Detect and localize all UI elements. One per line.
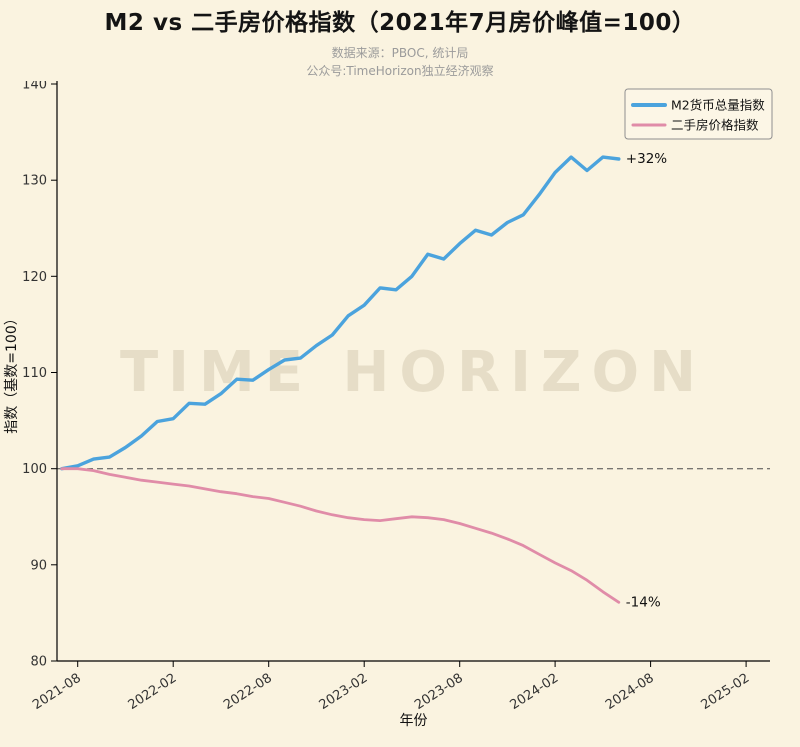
x-tick-label: 2022-08: [221, 671, 275, 713]
y-axis-title: 指数（基数=100）: [3, 311, 20, 433]
chart-subtitle: 数据来源：PBOC, 统计局 公众号:TimeHorizon独立经济观察: [0, 44, 800, 81]
chart-header: M2 vs 二手房价格指数（2021年7月房价峰值=100） 数据来源：PBOC…: [0, 0, 800, 81]
line-chart: TIME HORIZON 80 90 100 110 120 130 140 2021-08 20…: [3, 80, 773, 729]
x-tick-label: 2024-02: [508, 671, 562, 713]
x-tick-label: 2024-08: [603, 671, 657, 713]
x-tick-label: 2021-08: [30, 671, 84, 713]
subtitle-account: 公众号:TimeHorizon独立经济观察: [306, 64, 494, 79]
subtitle-source: 数据来源：PBOC, 统计局: [331, 45, 469, 60]
x-axis-title: 年份: [400, 713, 428, 729]
y-tick-label: 140: [22, 81, 47, 93]
house-price-end-annotation: -14%: [626, 594, 661, 610]
watermark-text: TIME HORIZON: [120, 340, 706, 405]
x-tick-label: 2023-02: [317, 671, 371, 713]
house-price-series-line: [60, 467, 621, 604]
m2-series-line: [60, 155, 621, 471]
legend-label: M2货币总量指数: [671, 97, 765, 112]
x-tick-label: 2023-08: [412, 671, 466, 713]
y-tick-label: 110: [22, 366, 47, 381]
y-tick-label: 80: [30, 654, 47, 669]
x-tick-label: 2022-02: [126, 671, 180, 713]
y-tick-label: 120: [22, 270, 47, 285]
x-tick-label: 2025-02: [699, 671, 753, 713]
y-tick-label: 100: [22, 462, 47, 477]
y-tick-label: 90: [30, 558, 47, 573]
y-tick-label: 130: [22, 173, 47, 188]
m2-end-annotation: +32%: [626, 151, 667, 167]
chart-title: M2 vs 二手房价格指数（2021年7月房价峰值=100）: [104, 10, 696, 36]
legend-label: 二手房价格指数: [671, 117, 759, 132]
